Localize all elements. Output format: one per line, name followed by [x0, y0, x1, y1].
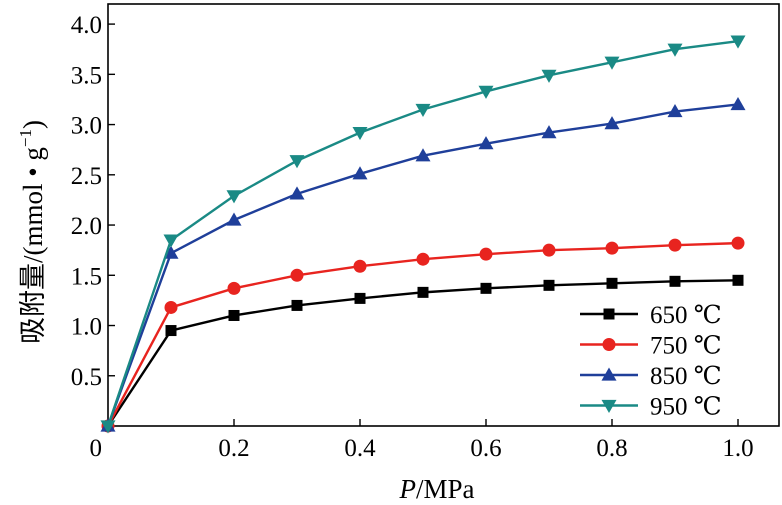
data-point — [354, 292, 366, 304]
data-point — [731, 236, 745, 250]
data-point — [543, 279, 555, 291]
legend-marker — [601, 399, 617, 413]
legend-entry: 650 ℃ — [580, 302, 722, 329]
data-point — [480, 282, 492, 294]
axes — [107, 3, 780, 427]
series-line — [106, 279, 739, 427]
data-point — [227, 281, 241, 295]
y-tick-label: 0.5 — [71, 364, 102, 391]
data-point — [226, 212, 242, 226]
y-tick-label: 2.5 — [71, 163, 102, 190]
data-point — [100, 420, 116, 434]
data-point — [730, 35, 746, 49]
legend-marker — [603, 308, 615, 320]
legend-entry: 950 ℃ — [580, 394, 722, 421]
y-tick-label: 1.0 — [71, 314, 102, 341]
data-point — [604, 116, 620, 130]
x-axis-variable: P — [398, 474, 416, 504]
ticks: 0 0.2 0.4 0.6 0.8 1.0 0.5 1.0 1.5 2.0 2.5 3.0 3.5 4.0 — [71, 12, 754, 462]
x-tick-label: 0.4 — [344, 435, 376, 462]
data-point — [667, 43, 683, 57]
data-point — [606, 277, 618, 289]
series-layer — [100, 35, 746, 434]
legend-label: 650 ℃ — [650, 302, 722, 329]
data-point — [289, 186, 305, 200]
x-tick-label: 0.8 — [596, 435, 627, 462]
series-3 — [100, 96, 746, 432]
data-point — [289, 155, 305, 169]
legend-label: 750 ℃ — [650, 333, 722, 360]
x-tick-label: 0.2 — [218, 435, 249, 462]
data-point — [415, 103, 431, 117]
data-point — [732, 274, 744, 286]
x-tick-label: 0 — [90, 435, 103, 462]
legend-entry: 750 ℃ — [580, 333, 722, 360]
x-axis-title: P/MPa — [398, 474, 474, 504]
series-1 — [102, 274, 744, 432]
data-point — [352, 126, 368, 141]
data-point — [730, 96, 746, 111]
data-point — [226, 190, 242, 204]
data-point — [478, 85, 494, 99]
x-axis-unit: /MPa — [416, 474, 475, 504]
data-point — [669, 275, 681, 287]
data-point — [668, 238, 682, 252]
x-tick-label: 0.6 — [470, 435, 501, 462]
plot-frame — [107, 3, 780, 427]
series-2 — [101, 236, 745, 433]
data-point — [541, 69, 557, 83]
x-tick-label: 1.0 — [722, 435, 753, 462]
legend-marker — [602, 338, 616, 351]
y-tick-label: 3.5 — [71, 62, 102, 89]
data-point — [165, 325, 177, 337]
data-point — [228, 309, 240, 321]
data-point — [605, 241, 619, 255]
series-line — [106, 241, 739, 427]
data-point — [416, 252, 430, 266]
data-point — [352, 166, 368, 180]
y-axis-label-superscript: −1 — [16, 129, 35, 147]
legend-entry: 850 ℃ — [580, 363, 722, 390]
y-tick-label: 4.0 — [71, 12, 102, 39]
data-point — [164, 300, 178, 314]
y-axis-label: 吸附量/(mmol • g — [18, 147, 48, 344]
series-line — [106, 39, 739, 427]
data-point — [353, 259, 367, 273]
legend-marker — [601, 367, 617, 381]
data-point — [604, 56, 620, 70]
legend-label: 950 ℃ — [650, 394, 722, 421]
data-point — [667, 104, 683, 118]
data-point — [163, 245, 179, 259]
y-axis-title: 吸附量/(mmol • g−1) — [16, 120, 48, 344]
series-4 — [100, 35, 746, 434]
data-point — [163, 234, 179, 248]
legend: 650 ℃ 750 ℃ 850 ℃ 950 ℃ — [580, 302, 722, 421]
y-tick-label: 3.0 — [71, 113, 102, 140]
data-point — [417, 286, 429, 298]
data-point — [542, 243, 556, 257]
data-point — [541, 125, 557, 139]
y-tick-label: 1.5 — [71, 263, 102, 290]
data-point — [291, 299, 303, 311]
data-point — [479, 247, 493, 261]
data-point — [415, 148, 431, 162]
legend-label: 850 ℃ — [650, 363, 722, 390]
data-point — [478, 136, 494, 150]
y-tick-label: 2.0 — [71, 213, 102, 240]
y-axis-label-end: ) — [18, 120, 48, 129]
data-point — [290, 268, 304, 282]
